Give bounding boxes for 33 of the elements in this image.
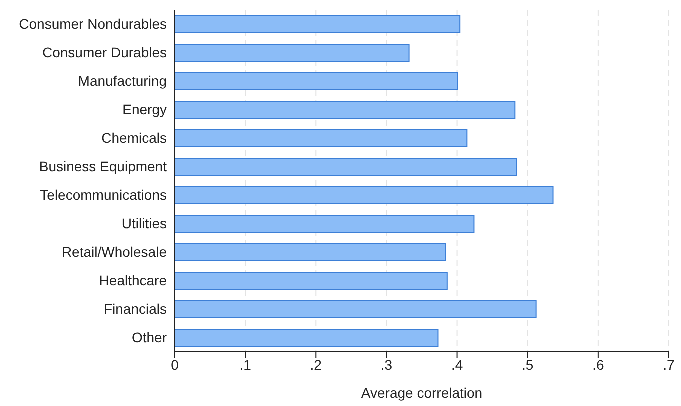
bar <box>175 130 468 148</box>
x-axis-title: Average correlation <box>361 385 483 401</box>
bar <box>175 16 461 34</box>
y-tick-label: Chemicals <box>102 130 167 146</box>
bar <box>175 158 518 176</box>
x-tick-label: .5 <box>522 356 534 373</box>
bar <box>175 272 448 290</box>
y-tick-label: Other <box>132 330 168 346</box>
bar <box>175 329 439 347</box>
y-tick-label: Consumer Durables <box>42 44 167 61</box>
bar <box>175 244 446 262</box>
x-tick-label: .7 <box>663 356 676 373</box>
y-tick-label: Healthcare <box>99 272 168 289</box>
x-tick-label: .6 <box>592 356 604 373</box>
x-tick-label: .2 <box>310 356 322 373</box>
y-tick-label: Manufacturing <box>78 73 167 90</box>
bar <box>175 300 537 318</box>
y-tick-label: Energy <box>122 102 167 118</box>
x-tick-label: .4 <box>451 356 464 373</box>
y-tick-label: Utilities <box>122 216 167 232</box>
y-tick-label: Consumer Nondurables <box>19 16 167 32</box>
y-tick-label: Financials <box>104 301 167 318</box>
y-tick-label: Retail/Wholesale <box>62 244 168 260</box>
bar <box>175 186 554 204</box>
x-tick-label: .3 <box>380 356 393 373</box>
x-tick-label: 0 <box>171 356 180 373</box>
bar <box>175 101 516 119</box>
y-tick-label: Telecommunications <box>40 187 167 204</box>
bar <box>175 215 475 233</box>
x-tick-label: .1 <box>240 356 252 373</box>
bar <box>175 44 410 62</box>
y-tick-label: Business Equipment <box>39 158 168 175</box>
bar <box>175 72 458 90</box>
